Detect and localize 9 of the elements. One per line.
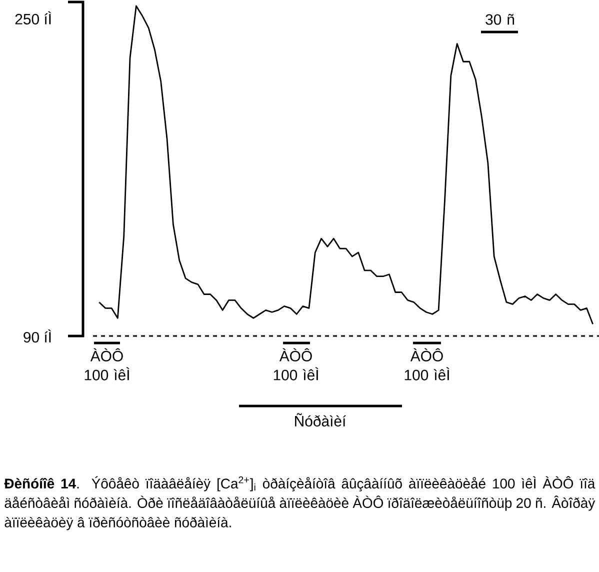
text: Ðèñóíîê 14. Ýôôåêò ïîäàâëåíèÿ [Ca$^{2+}$]$_{i}$ òðàíçèåíòîâ âûçâàííûõ àïïëèêàöèåé 100 ìêÌ ÀÒÔ ïîä äåéñòâèåì ñóðàìèíà. Òðè ïîñëåäîâàòåëüíûå àïïëèêàöèè ÀÒÔ ïðîäîëæèòåëüíîñòüþ 20 ñ. Âòîðàÿ àïïëèêàöèÿ â ïðèñóòñòâèè ñóðàìèíà. bbox=[4, 476, 596, 530]
y-tick-label: 90 íÌ bbox=[24, 329, 52, 343]
y-tick-label: 250 íÌ bbox=[15, 11, 52, 24]
text: ÀÒÔ 100 ìêÌ bbox=[404, 348, 450, 380]
text: Ñóðàìèí bbox=[295, 413, 346, 426]
line-series bbox=[98, 5, 594, 325]
text: ÀÒÔ 100 ìêÌ bbox=[84, 348, 130, 380]
annotation: 30 ñ bbox=[486, 14, 514, 25]
text: ÀÒÔ 100 ìêÌ bbox=[274, 348, 318, 380]
